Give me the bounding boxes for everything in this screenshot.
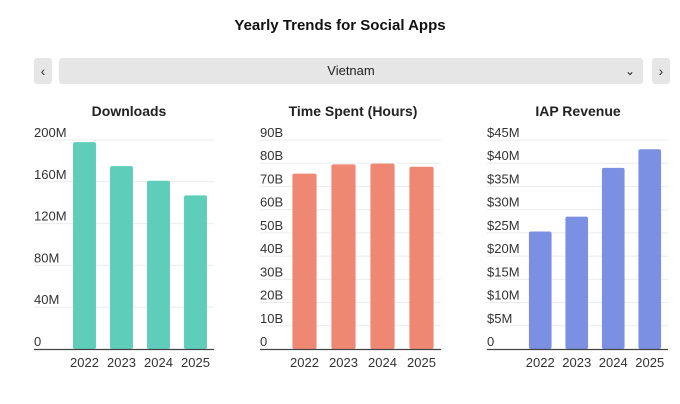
time-spent-ytick-label: 50B [260,218,283,233]
iap-revenue-ytick-label: $25M [487,218,520,233]
country-select-value: Vietnam [327,63,375,78]
time-spent-bar-2023 [331,164,356,349]
country-select[interactable]: Vietnam ⌄ [59,58,643,84]
iap-revenue-ytick-label: 0 [487,334,494,349]
downloads-bar-2022 [73,142,96,349]
time-spent-xtick-label: 2023 [329,355,358,370]
time-spent-chart-title: Time Spent (Hours) [288,103,418,119]
time-spent-xtick-label: 2024 [368,355,397,370]
downloads-ytick-label: 0 [34,334,41,349]
time-spent-bar-2022 [292,173,317,349]
downloads-ytick-label: 40M [34,292,59,307]
time-spent-bar-2025 [409,166,434,349]
iap-revenue-ytick-label: $35M [487,171,520,186]
iap-revenue-xtick-label: 2025 [635,355,664,370]
downloads-bar-2024 [147,180,170,349]
downloads-bar-2023 [110,166,133,349]
time-spent-ytick-label: 70B [260,171,283,186]
downloads-ytick-label: 80M [34,250,59,265]
chevron-down-icon: ⌄ [624,64,635,78]
time-spent-xtick-label: 2025 [407,355,436,370]
downloads-ytick-label: 160M [34,167,67,182]
time-spent-xtick-label: 2022 [290,355,319,370]
iap-revenue-bar-2024 [601,167,625,349]
downloads-xtick-label: 2024 [144,355,173,370]
prev-button[interactable]: ‹ [34,58,52,84]
iap-revenue-ytick-label: $10M [487,288,520,303]
time-spent-ytick-label: 0 [260,334,267,349]
downloads-ytick-label: 120M [34,209,67,224]
iap-revenue-bar-2022 [528,231,552,349]
iap-revenue-ytick-label: $30M [487,195,520,210]
iap-revenue-bar-2025 [638,149,662,349]
iap-revenue-ytick-label: $40M [487,148,520,163]
downloads-bar-2025 [184,195,207,349]
downloads-xtick-label: 2023 [107,355,136,370]
downloads-ytick-label: 200M [34,125,67,140]
time-spent-ytick-label: 60B [260,195,283,210]
iap-revenue-ytick-label: $20M [487,241,520,256]
time-spent-ytick-label: 90B [260,125,283,140]
time-spent-ytick-label: 40B [260,241,283,256]
iap-revenue-ytick-label: $5M [487,311,512,326]
iap-revenue-xtick-label: 2023 [562,355,591,370]
iap-revenue-ytick-label: $15M [487,264,520,279]
time-spent-ytick-label: 80B [260,148,283,163]
downloads-xtick-label: 2022 [70,355,99,370]
iap-revenue-bar-2023 [565,216,589,349]
iap-revenue-chart-title: IAP Revenue [535,103,621,119]
downloads-xtick-label: 2025 [181,355,210,370]
downloads-chart-title: Downloads [91,103,167,119]
iap-revenue-xtick-label: 2024 [599,355,628,370]
page-title: Yearly Trends for Social Apps [234,17,446,34]
time-spent-ytick-label: 10B [260,311,283,326]
time-spent-ytick-label: 20B [260,288,283,303]
next-button[interactable]: › [652,58,670,84]
chevron-left-icon: ‹ [40,63,46,79]
iap-revenue-ytick-label: $45M [487,125,520,140]
iap-revenue-xtick-label: 2022 [526,355,555,370]
time-spent-ytick-label: 30B [260,264,283,279]
chevron-right-icon: › [658,63,664,79]
time-spent-bar-2024 [370,163,395,349]
